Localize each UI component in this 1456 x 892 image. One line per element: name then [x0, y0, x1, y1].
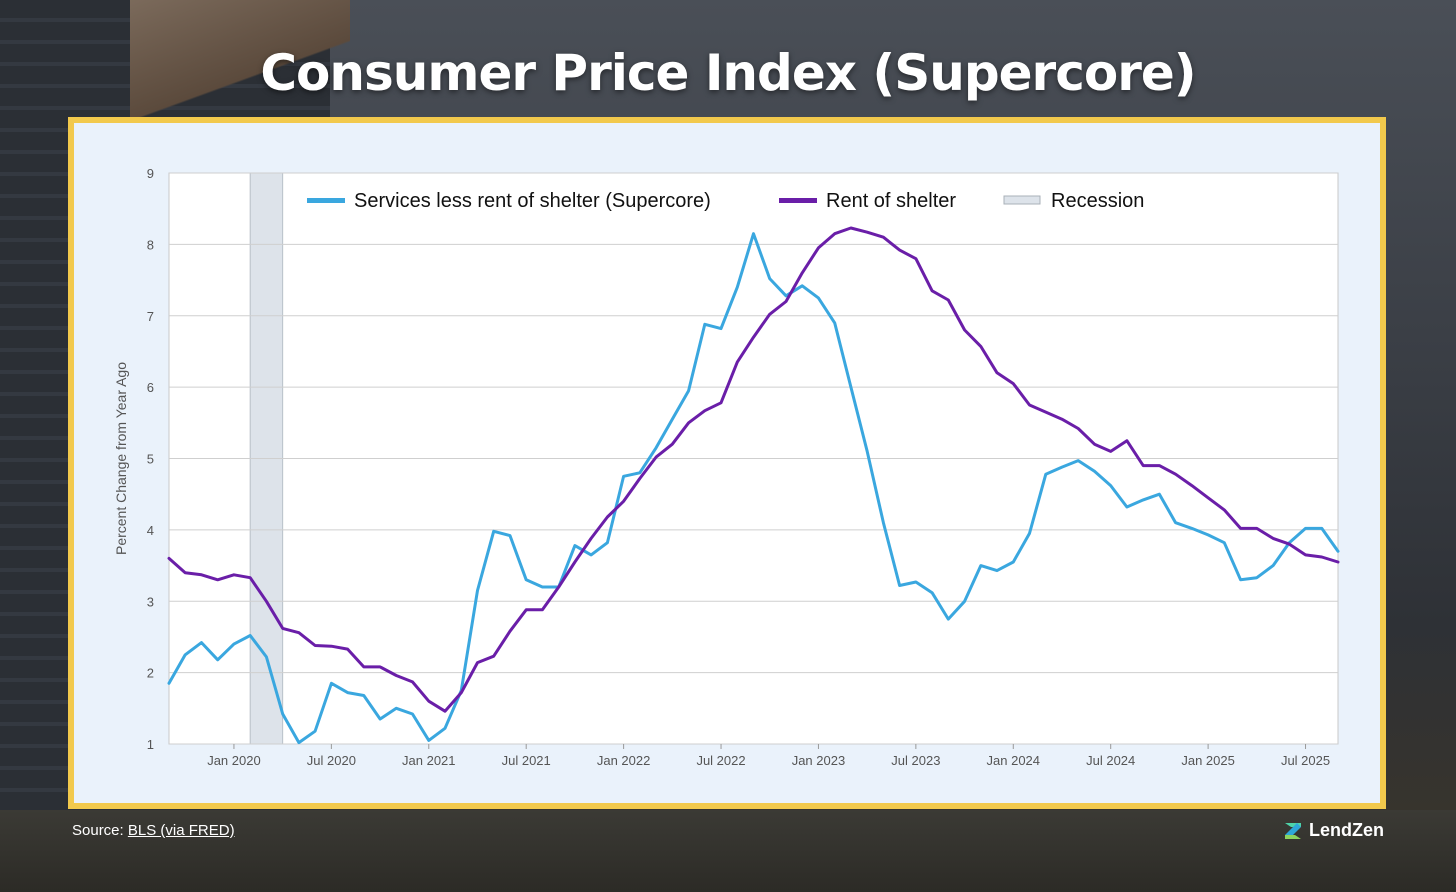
brand-logo: LendZen [1283, 820, 1384, 841]
y-tick-label: 5 [147, 452, 154, 467]
x-tick-label: Jul 2023 [891, 753, 940, 768]
x-tick-label: Jan 2021 [402, 753, 456, 768]
x-tick-label: Jul 2025 [1281, 753, 1330, 768]
cpi-line-chart: 1 2 3 4 5 6 7 8 9 Jan 2020 Jul 2020 Jan 2021 Jul 202… [113, 166, 1340, 768]
legend-swatch-recession [1003, 195, 1041, 205]
legend-label-recession: Recession [1051, 190, 1144, 212]
x-tick-label: Jul 2021 [502, 753, 551, 768]
x-tick-label: Jul 2022 [696, 753, 745, 768]
y-tick-label: 4 [147, 523, 154, 538]
y-tick-label: 6 [147, 380, 154, 395]
y-tick-label: 9 [147, 166, 154, 181]
y-tick-label: 3 [147, 594, 154, 609]
y-axis-label: Percent Change from Year Ago [113, 362, 129, 555]
series-line-supercore [167, 232, 1340, 745]
legend-swatch-shelter [779, 198, 817, 203]
source-link[interactable]: BLS (via FRED) [127, 822, 235, 839]
x-tick-label: Jul 2020 [307, 753, 356, 768]
x-tick-label: Jan 2024 [987, 753, 1041, 768]
page-title: Consumer Price Index (Supercore) [260, 44, 1196, 102]
x-tick-label: Jul 2024 [1086, 753, 1135, 768]
y-tick-label: 8 [147, 237, 154, 252]
series-line-shelter [167, 226, 1340, 713]
source-note: Source: BLS (via FRED) [72, 822, 235, 839]
y-tick-label: 2 [147, 666, 154, 681]
background-street [0, 810, 1456, 892]
legend-swatch-supercore [307, 198, 345, 203]
legend-label-supercore: Services less rent of shelter (Supercore… [354, 190, 711, 212]
brand-name: LendZen [1309, 820, 1384, 840]
source-label: Source: [72, 822, 124, 839]
y-tick-label: 1 [147, 737, 154, 752]
x-tick-label: Jan 2022 [597, 753, 651, 768]
legend-label-shelter: Rent of shelter [826, 190, 956, 212]
lendzen-logo-icon [1285, 822, 1301, 839]
chart-frame: 1 2 3 4 5 6 7 8 9 Jan 2020 Jul 2020 Jan 2021 Jul 202… [68, 117, 1386, 809]
x-tick-label: Jan 2025 [1181, 753, 1235, 768]
background-roof [130, 0, 350, 120]
y-tick-label: 7 [147, 309, 154, 324]
x-tick-label: Jan 2020 [207, 753, 261, 768]
x-tick-label: Jan 2023 [792, 753, 846, 768]
